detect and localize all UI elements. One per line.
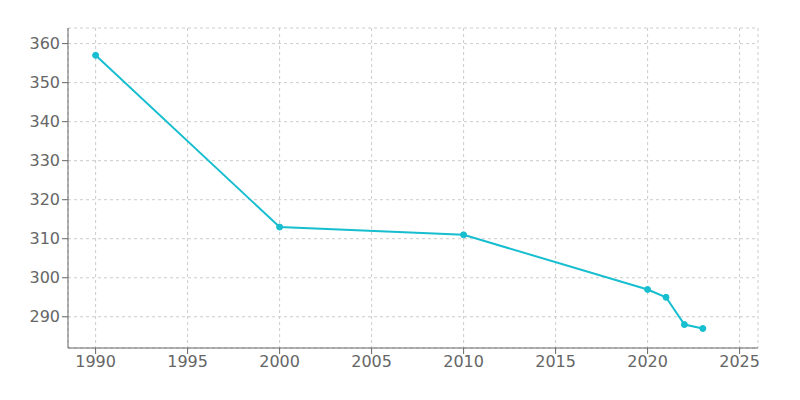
svg-text:1990: 1990 — [75, 352, 116, 371]
svg-text:310: 310 — [29, 229, 60, 248]
svg-text:320: 320 — [29, 190, 60, 209]
svg-text:2020: 2020 — [627, 352, 668, 371]
svg-text:340: 340 — [29, 112, 60, 131]
svg-text:360: 360 — [29, 34, 60, 53]
svg-text:2015: 2015 — [535, 352, 576, 371]
svg-text:290: 290 — [29, 307, 60, 326]
svg-text:2025: 2025 — [719, 352, 760, 371]
svg-text:2010: 2010 — [443, 352, 484, 371]
svg-text:1995: 1995 — [167, 352, 208, 371]
svg-text:350: 350 — [29, 73, 60, 92]
svg-text:2005: 2005 — [351, 352, 392, 371]
svg-text:2000: 2000 — [259, 352, 300, 371]
svg-text:300: 300 — [29, 268, 60, 287]
svg-text:330: 330 — [29, 151, 60, 170]
